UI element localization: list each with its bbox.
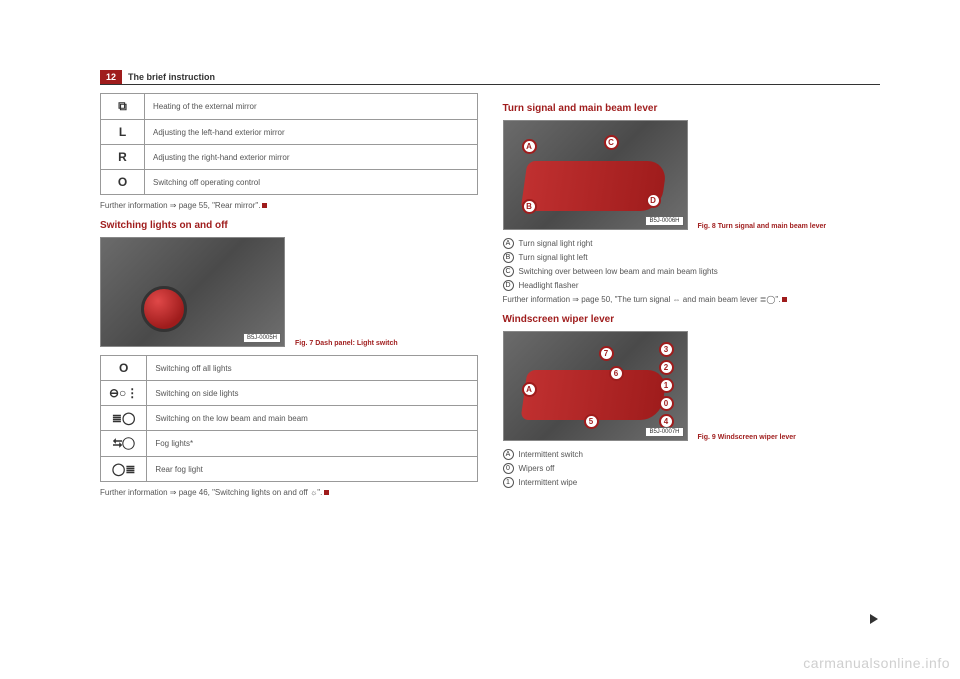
page-header: 12 The brief instruction xyxy=(100,70,880,85)
circled-0-icon: 0 xyxy=(503,463,514,474)
marker-b-icon: B xyxy=(522,199,537,214)
turn-item-a: ATurn signal light right xyxy=(503,238,881,249)
marker-c-icon: C xyxy=(604,135,619,150)
table-row: ⧉Heating of the external mirror xyxy=(101,94,478,120)
figure-9-caption: Fig. 9 Windscreen wiper lever xyxy=(698,434,796,441)
wiper-item-1: 1Intermittent wipe xyxy=(503,477,881,488)
figure-8-row: A C B D B5J-0006H Fig. 8 Turn signal and… xyxy=(503,120,881,230)
mirror-off-icon: O xyxy=(101,170,145,195)
turn-lever-icon xyxy=(520,161,667,211)
low-beam-icon: ≣◯ xyxy=(101,406,147,431)
cell-text: Rear fog light xyxy=(147,457,477,482)
cell-text: Heating of the external mirror xyxy=(145,94,478,120)
turn-item-c: CSwitching over between low beam and mai… xyxy=(503,266,881,277)
wiper-lever-icon xyxy=(520,370,667,420)
lights-off-icon: O xyxy=(101,356,147,381)
end-mark-icon xyxy=(782,297,787,302)
mirror-heat-icon: ⧉ xyxy=(101,94,145,120)
marker-2-icon: 2 xyxy=(659,360,674,375)
table-row: OSwitching off all lights xyxy=(101,356,478,381)
turn-item-d: DHeadlight flasher xyxy=(503,280,881,291)
lights-section-title: Switching lights on and off xyxy=(100,220,478,231)
table-row: ≣◯Switching on the low beam and main bea… xyxy=(101,406,478,431)
table-row: ⊖○⋮Switching on side lights xyxy=(101,381,478,406)
figure-9-image: A 7 6 5 3 2 1 0 4 B5J-0007H xyxy=(503,331,688,441)
circled-d-icon: D xyxy=(503,280,514,291)
manual-page: 12 The brief instruction ⧉Heating of the… xyxy=(0,0,960,535)
figure-7-row: B5J-0005H Fig. 7 Dash panel: Light switc… xyxy=(100,237,478,347)
page-title: The brief instruction xyxy=(128,72,215,82)
wiper-item-a: AIntermittent switch xyxy=(503,449,881,460)
mirror-left-icon: L xyxy=(101,120,145,145)
circled-c-icon: C xyxy=(503,266,514,277)
side-lights-icon: ⊖○⋮ xyxy=(101,381,147,406)
marker-wa-icon: A xyxy=(522,382,537,397)
figure-8-image: A C B D B5J-0006H xyxy=(503,120,688,230)
cell-text: Fog lights* xyxy=(147,431,477,457)
cell-text: Switching off all lights xyxy=(147,356,477,381)
continue-arrow-icon xyxy=(870,614,878,624)
turn-item-b: BTurn signal light left xyxy=(503,252,881,263)
page-number-badge: 12 xyxy=(100,70,122,84)
marker-d-icon: D xyxy=(646,193,661,208)
cell-text: Switching on the low beam and main beam xyxy=(147,406,477,431)
marker-5-icon: 5 xyxy=(584,414,599,429)
marker-1-icon: 1 xyxy=(659,378,674,393)
circled-1-icon: 1 xyxy=(503,477,514,488)
table-row: ⮀◯Fog lights* xyxy=(101,431,478,457)
figure-7-image: B5J-0005H xyxy=(100,237,285,347)
mirror-further-info: Further information ⇒ page 55, "Rear mir… xyxy=(100,201,478,210)
watermark-text: carmanualsonline.info xyxy=(803,655,950,671)
rear-fog-icon: ◯≣ xyxy=(101,457,147,482)
turn-signal-section-title: Turn signal and main beam lever xyxy=(503,103,881,114)
turn-further-info: Further information ⇒ page 50, "The turn… xyxy=(503,295,881,304)
mirror-table: ⧉Heating of the external mirror LAdjusti… xyxy=(100,93,478,195)
table-row: ◯≣Rear fog light xyxy=(101,457,478,482)
cell-text: Adjusting the right-hand exterior mirror xyxy=(145,145,478,170)
marker-6-icon: 6 xyxy=(609,366,624,381)
circled-a-icon: A xyxy=(503,238,514,249)
marker-a-icon: A xyxy=(522,139,537,154)
lights-further-info: Further information ⇒ page 46, "Switchin… xyxy=(100,488,478,497)
table-row: OSwitching off operating control xyxy=(101,170,478,195)
end-mark-icon xyxy=(262,203,267,208)
table-row: RAdjusting the right-hand exterior mirro… xyxy=(101,145,478,170)
figure-7-caption: Fig. 7 Dash panel: Light switch xyxy=(295,340,398,347)
figure-8-label: B5J-0006H xyxy=(645,216,683,226)
cell-text: Switching off operating control xyxy=(145,170,478,195)
lights-table: OSwitching off all lights ⊖○⋮Switching o… xyxy=(100,355,478,482)
light-switch-knob-icon xyxy=(141,286,187,332)
marker-0-icon: 0 xyxy=(659,396,674,411)
wiper-item-0: 0Wipers off xyxy=(503,463,881,474)
figure-9-label: B5J-0007H xyxy=(645,427,683,437)
right-column: Turn signal and main beam lever A C B D … xyxy=(503,93,881,505)
marker-7-icon: 7 xyxy=(599,346,614,361)
circled-b-icon: B xyxy=(503,252,514,263)
content-columns: ⧉Heating of the external mirror LAdjusti… xyxy=(100,93,880,505)
left-column: ⧉Heating of the external mirror LAdjusti… xyxy=(100,93,478,505)
marker-3-icon: 3 xyxy=(659,342,674,357)
figure-7-label: B5J-0005H xyxy=(243,333,281,343)
table-row: LAdjusting the left-hand exterior mirror xyxy=(101,120,478,145)
mirror-right-icon: R xyxy=(101,145,145,170)
figure-9-row: A 7 6 5 3 2 1 0 4 B5J-0007H Fig. 9 Winds… xyxy=(503,331,881,441)
cell-text: Switching on side lights xyxy=(147,381,477,406)
cell-text: Adjusting the left-hand exterior mirror xyxy=(145,120,478,145)
fog-lights-icon: ⮀◯ xyxy=(101,431,147,457)
wiper-section-title: Windscreen wiper lever xyxy=(503,314,881,325)
figure-8-caption: Fig. 8 Turn signal and main beam lever xyxy=(698,223,827,230)
end-mark-icon xyxy=(324,490,329,495)
circled-wa-icon: A xyxy=(503,449,514,460)
